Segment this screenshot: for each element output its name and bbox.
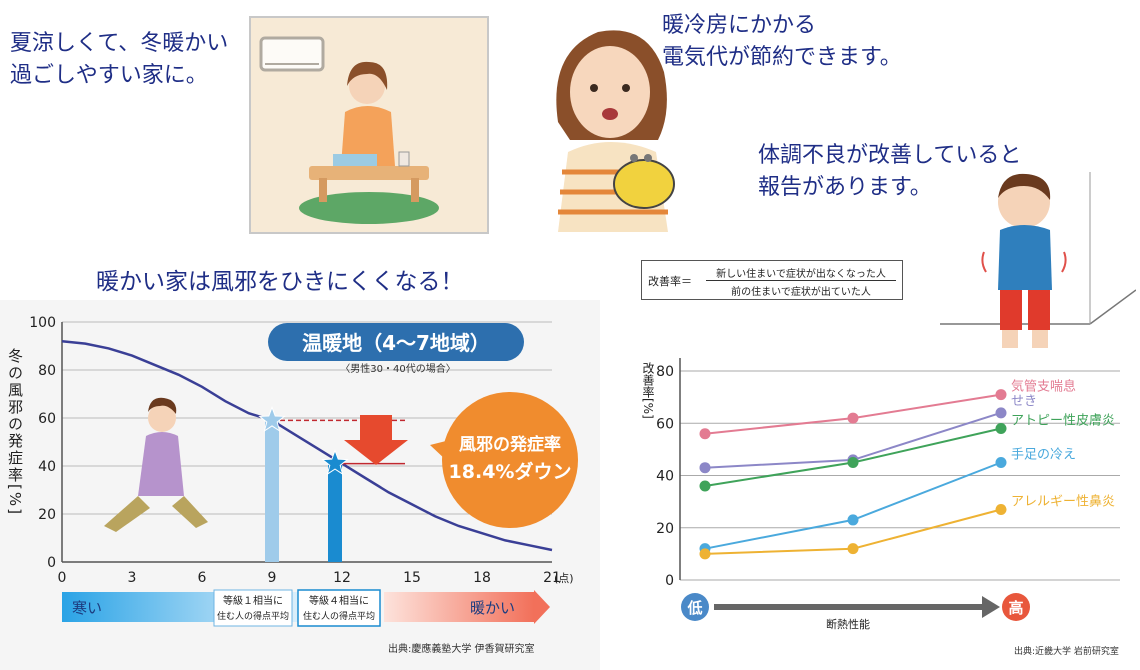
region-note: 〈男性30・40代の場合〉 (340, 362, 455, 375)
boy-coughing-illustration (940, 172, 1136, 348)
data-point (847, 543, 859, 555)
legend-label: 手足の冷え (1011, 447, 1076, 462)
formula-numerator: 新しい住まいで症状が出なくなった人 (716, 269, 886, 280)
y-tick-label: 20 (656, 521, 674, 537)
region-badge-text: 温暖地（4〜7地域） (302, 331, 490, 355)
woman-purse-illustration (556, 30, 675, 232)
y-tick-label: 40 (38, 459, 56, 475)
data-point (847, 514, 859, 526)
y-tick-label: 0 (47, 555, 56, 571)
caption-comfort: 夏涼しくて、冬暖かい 過ごしやすい家に。 (10, 31, 229, 88)
right-source: 出典:近畿大学 岩前研究室 (1014, 645, 1119, 657)
grade1-label-box: 等級１相当に 住む人の得点平均 (213, 589, 293, 627)
caption-savings: 暖冷房にかかる 電気代が節約できます。 (662, 13, 902, 70)
x-tick-label: 6 (198, 570, 207, 586)
y-tick-label: 40 (656, 469, 674, 485)
data-point (699, 462, 711, 474)
improvement-formula: 改善率＝ 新しい住まいで症状が出なくなった人 前の住まいで症状が出ていた人 (641, 260, 903, 300)
legend-label: アトピー性皮膚炎 (1011, 413, 1115, 429)
y-tick-label: 60 (656, 416, 674, 432)
left-source: 出典:慶應義塾大学 伊香賀研究室 (388, 642, 535, 655)
region-badge: 温暖地（4〜7地域） (268, 323, 524, 361)
x-tick-label: 18 (473, 570, 491, 586)
x-tick-label: 0 (58, 570, 67, 586)
band-warm-label: 暖かい (470, 599, 515, 617)
high-label: 高 (1008, 599, 1023, 617)
callout-line1: 風邪の発症率 (459, 434, 561, 455)
data-point (995, 407, 1007, 419)
caption-cold-heading: 暖かい家は風邪をひきにくくなる！ (96, 269, 464, 295)
x-tick-label: 9 (268, 570, 277, 586)
data-point (699, 480, 711, 492)
formula-denominator: 前の住まいで症状が出ていた人 (731, 287, 871, 298)
x-unit-label: (点) (554, 572, 574, 585)
data-point (699, 428, 711, 440)
data-point (995, 503, 1007, 515)
y-axis-label: 改善率[%] (641, 362, 655, 419)
symptom-improvement-chart: 0 20 40 60 80 改善率[%] 気管支喘息せきアトピー性皮膚炎手足の冷えアレル… (641, 358, 1120, 657)
star-marker-grade4 (321, 449, 349, 476)
woman-reading-illustration (249, 16, 489, 234)
y-axis-label: 冬の風邪の発症率[%] (6, 348, 24, 516)
incidence-curve (61, 339, 553, 552)
formula-label: 改善率＝ (648, 275, 692, 288)
data-point (699, 548, 711, 560)
air-conditioner-icon (259, 36, 325, 72)
marker-bar (265, 420, 279, 562)
down-arrow-icon (344, 415, 408, 465)
low-label: 低 (686, 599, 702, 617)
reduction-callout: 風邪の発症率 18.4%ダウン (430, 392, 578, 528)
legend-label: せき (1011, 394, 1037, 409)
purse-icon (613, 154, 675, 209)
x-tick-label: 3 (128, 570, 137, 586)
data-point (847, 412, 859, 424)
y-tick-label: 100 (29, 315, 56, 331)
grade1-line2: 住む人の得点平均 (217, 610, 289, 622)
callout-line2: 18.4%ダウン (449, 460, 572, 483)
y-tick-label: 80 (38, 363, 56, 379)
axis-caption: 断熱性能 (826, 617, 870, 631)
x-tick-label: 15 (403, 570, 421, 586)
legend-label: 気管支喘息 (1011, 379, 1076, 395)
data-point (995, 423, 1007, 435)
data-point (995, 389, 1007, 401)
y-tick-label: 0 (665, 573, 674, 589)
y-tick-label: 20 (38, 507, 56, 523)
legend-label: アレルギー性鼻炎 (1011, 493, 1115, 509)
x-tick-label: 12 (333, 570, 351, 586)
man-stretching-illustration (104, 397, 208, 532)
star-marker-grade1 (258, 405, 286, 433)
grade4-line1: 等級４相当に (309, 594, 369, 607)
band-cold-label: 寒い (72, 599, 102, 617)
grade4-line2: 住む人の得点平均 (303, 610, 375, 622)
x-tick-label: 21 (543, 570, 561, 586)
grade4-label-box: 等級４相当に 住む人の得点平均 (297, 589, 381, 627)
formula-fraction-bar (706, 280, 896, 281)
y-tick-label: 60 (38, 411, 56, 427)
data-point (847, 456, 859, 468)
grade1-line1: 等級１相当に (223, 594, 283, 607)
insulation-axis: 低 高 断熱性能 (681, 593, 1030, 631)
caption-health: 体調不良が改善していると 報告があります。 (758, 143, 1022, 200)
y-tick-label: 80 (656, 364, 674, 380)
data-point (995, 456, 1007, 468)
marker-bar (328, 463, 342, 562)
